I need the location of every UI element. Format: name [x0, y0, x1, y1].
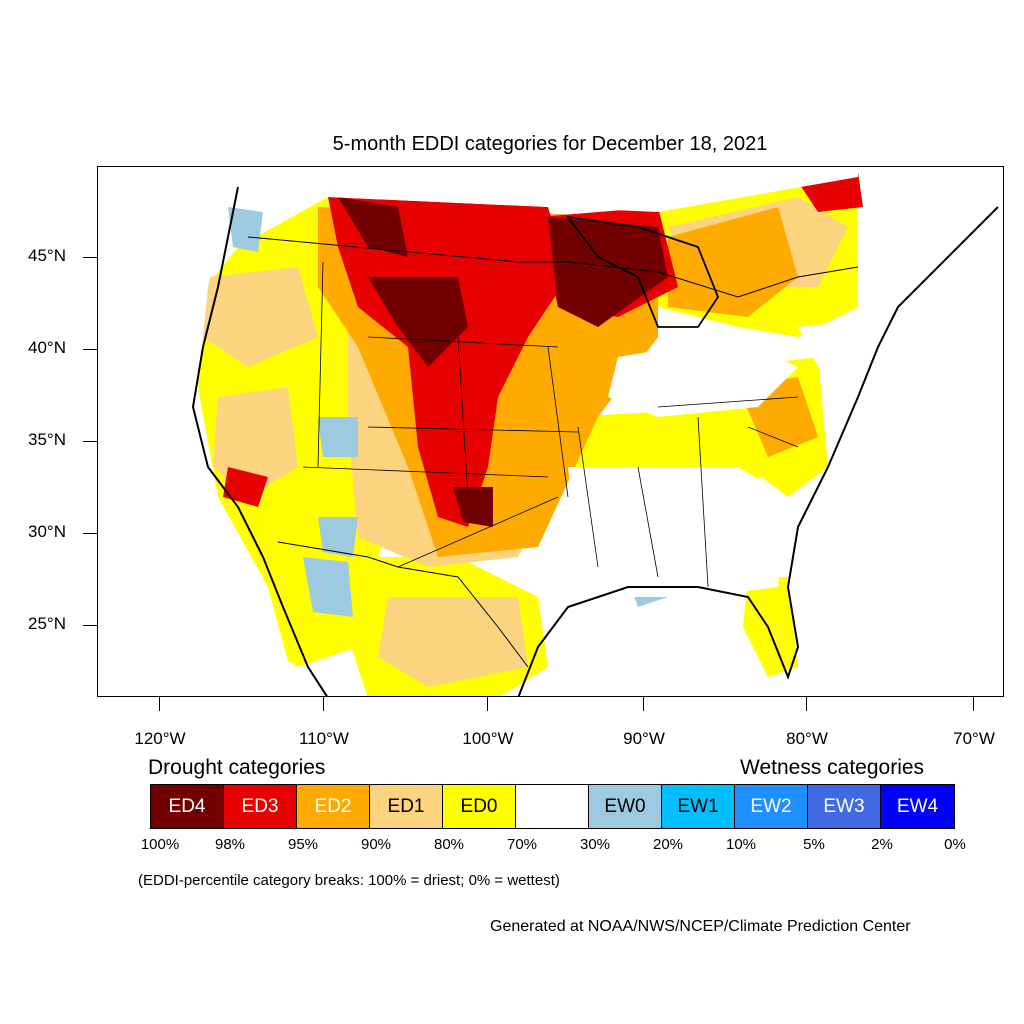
lon-label-90: 90°W — [623, 729, 665, 748]
category-patches — [188, 172, 863, 696]
ed4-region-dakotas — [368, 277, 468, 367]
map-title: 5-month EDDI categories for December 18,… — [332, 133, 768, 155]
legend-box-ed0: ED0 — [443, 785, 516, 828]
legend-box-ew0: EW0 — [589, 785, 662, 828]
ed4-region-texas — [453, 487, 493, 527]
lon-tick — [323, 697, 325, 711]
lat-tick — [83, 349, 97, 351]
ed2-region-great-lakes — [668, 207, 798, 317]
lon-label-100: 100°W — [462, 729, 514, 748]
us-canada-border — [247, 236, 859, 298]
category-legend: ED4 ED3 ED2 ED1 ED0 EW0 EW1 EW2 EW3 EW4 — [150, 784, 955, 829]
legend-box-ew2: EW2 — [735, 785, 808, 828]
ed1-region-south — [378, 597, 528, 687]
coastline-pacific — [191, 186, 328, 696]
category-break-note: (EDDI-percentile category breaks: 100% =… — [138, 872, 560, 889]
neutral-region-canada — [228, 167, 858, 212]
ed0-region-florida — [743, 577, 798, 677]
lat-tick — [83, 441, 97, 443]
legend-box-ed1: ED1 — [370, 785, 443, 828]
coastline-gulf-atlantic — [517, 206, 999, 696]
pct-label: 70% — [506, 836, 538, 853]
eddi-map — [97, 166, 1004, 697]
lat-tick — [83, 257, 97, 259]
pct-label: 30% — [579, 836, 611, 853]
ew0-region-utah — [318, 417, 358, 457]
lon-tick — [806, 697, 808, 711]
neutral-region-southeast — [568, 467, 788, 597]
lon-tick — [643, 697, 645, 711]
neutral-region-ohio-valley — [608, 337, 798, 417]
boundaries — [191, 186, 999, 696]
neutral-region-ocean-pacific — [98, 167, 298, 696]
lat-label-30: 30°N — [28, 522, 66, 541]
credit-line: Generated at NOAA/NWS/NCEP/Climate Predi… — [490, 918, 911, 935]
pct-label: 5% — [803, 836, 825, 853]
neutral-patches — [98, 167, 1003, 696]
lon-tick — [973, 697, 975, 711]
ed4-region-minnesota — [548, 217, 668, 327]
lon-label-110: 110°W — [299, 729, 349, 748]
pct-label: 95% — [287, 836, 319, 853]
legend-box-ew3: EW3 — [808, 785, 881, 828]
pct-label: 2% — [871, 836, 893, 853]
great-lakes-outline — [565, 215, 720, 328]
ew0-region-mexico — [303, 557, 353, 617]
lon-tick — [159, 697, 161, 711]
map-canvas — [98, 167, 1003, 696]
ew0-region-pacific — [228, 207, 263, 252]
lat-label-45: 45°N — [28, 246, 66, 265]
pct-label: 0% — [944, 836, 966, 853]
drought-categories-heading: Drought categories — [148, 756, 326, 779]
pct-label: 20% — [652, 836, 684, 853]
pct-label: 100% — [140, 836, 180, 853]
legend-box-ew1: EW1 — [662, 785, 735, 828]
neutral-region-northeast — [798, 317, 898, 427]
wetness-categories-heading: Wetness categories — [740, 756, 925, 779]
lat-tick — [83, 533, 97, 535]
us-mexico-border — [277, 541, 529, 668]
pct-label: 10% — [725, 836, 757, 853]
lon-label-70: 70°W — [953, 729, 995, 748]
lon-tick — [487, 697, 489, 711]
pct-label: 98% — [214, 836, 246, 853]
legend-box-ed2: ED2 — [297, 785, 370, 828]
lat-tick — [83, 625, 97, 627]
pct-label: 80% — [433, 836, 465, 853]
neutral-region-ocean-atlantic — [798, 167, 1003, 696]
legend-box-ed3: ED3 — [224, 785, 297, 828]
ed1-region-northwest — [203, 267, 318, 367]
ew0-region-newmexico — [318, 517, 358, 557]
ed4-region-montana — [338, 197, 408, 257]
lat-label-35: 35°N — [28, 430, 66, 449]
lat-label-25: 25°N — [28, 614, 66, 633]
ed3-region-california — [223, 467, 268, 507]
pct-label: 90% — [360, 836, 392, 853]
legend-box-ed4: ED4 — [151, 785, 224, 828]
lon-label-80: 80°W — [786, 729, 828, 748]
lat-label-40: 40°N — [28, 338, 66, 357]
lon-label-120: 120°W — [134, 729, 186, 748]
legend-box-neutral — [516, 785, 589, 828]
state-lines — [302, 261, 799, 588]
legend-box-ew4: EW4 — [881, 785, 954, 828]
